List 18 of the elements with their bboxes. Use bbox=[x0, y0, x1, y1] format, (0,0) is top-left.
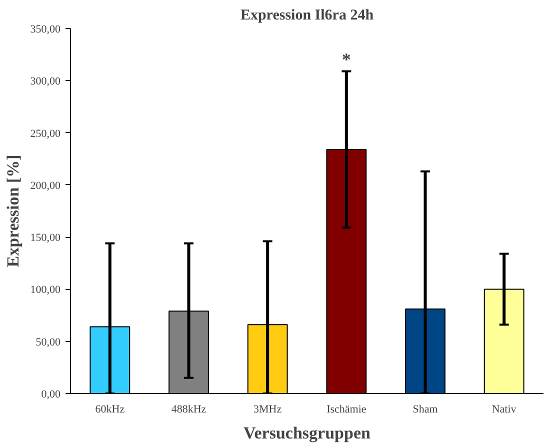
chart-title: Expression Il6ra 24h bbox=[240, 8, 374, 24]
y-tick-label: 350,00 bbox=[30, 24, 61, 36]
annotation: * bbox=[342, 49, 351, 70]
x-tick-label: 60kHz bbox=[95, 404, 125, 416]
x-tick-label: Nativ bbox=[492, 404, 517, 416]
x-tick-label: 488kHz bbox=[171, 404, 206, 416]
x-tick-label: Ischämie bbox=[326, 404, 366, 416]
y-axis-title: Expression [%] bbox=[3, 154, 22, 268]
y-tick-label: 250,00 bbox=[30, 128, 61, 140]
y-tick-label: 100,00 bbox=[30, 284, 61, 296]
x-tick-label: Sham bbox=[412, 404, 438, 416]
y-tick-label: 150,00 bbox=[30, 232, 61, 244]
x-axis-title: Versuchsgruppen bbox=[244, 424, 371, 442]
x-tick-label: 3MHz bbox=[254, 404, 282, 416]
y-tick-label: 300,00 bbox=[30, 76, 61, 88]
y-tick-label: 0,00 bbox=[41, 388, 61, 400]
y-tick-label: 50,00 bbox=[36, 336, 61, 348]
y-tick-label: 200,00 bbox=[30, 180, 61, 192]
